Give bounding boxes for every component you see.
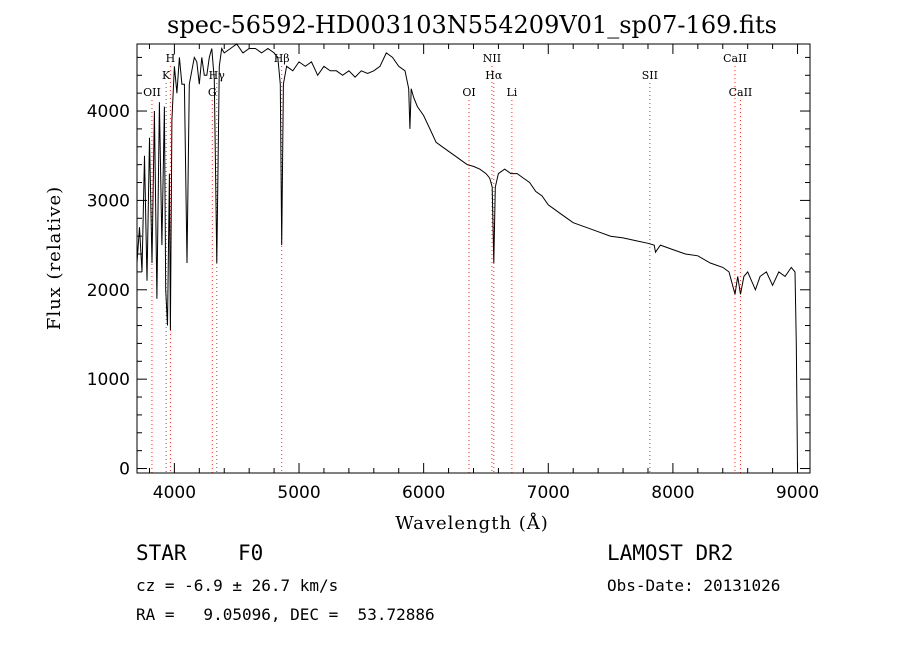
line-marker-label-11: CaII [723,52,747,65]
line-marker-label-5: Hβ [274,52,290,65]
line-marker-label-8: Hα [485,69,503,82]
x-tick-label: 9000 [776,483,819,503]
axis-ticks: 4000 5000 6000 7000 8000 9000 0 1000 2000 3000 400… [87,44,819,503]
chart-title: spec-56592-HD003103N554209V01_sp07-169.f… [167,11,777,39]
x-tick-label: 5000 [277,483,320,503]
x-axis-label: Wavelength (Å) [395,512,549,534]
y-tick-label: 4000 [87,102,130,122]
line-marker-label-3: G [208,86,217,99]
survey-name: LAMOST DR2 [607,541,734,565]
y-tick-label: 3000 [87,191,130,211]
spectral-subclass: F0 [238,541,264,565]
line-marker-label-2: OII [143,86,161,99]
line-marker-label-7: NII [483,52,501,65]
spectrum-series-line [136,43,798,469]
coordinates: RA = 9.05096, DEC = 53.72886 [136,605,435,624]
x-tick-label: 6000 [402,483,445,503]
line-marker-label-6: OI [462,86,475,99]
x-tick-label: 8000 [651,483,694,503]
line-marker-label-4: Hγ [209,69,226,82]
plot-frame [136,43,811,474]
redshift-velocity: cz = -6.9 ± 26.7 km/s [136,576,339,595]
object-type: STAR [136,541,187,565]
line-marker-label-10: SII [642,69,658,82]
y-tick-label: 0 [119,460,130,480]
y-tick-label: 2000 [87,281,130,301]
y-tick-label: 1000 [87,370,130,390]
line-marker-label-1: H [166,52,176,65]
line-marker-label-0: K [162,69,171,82]
x-tick-label: 4000 [153,483,196,503]
line-marker-label-12: CaII [729,86,753,99]
line-marker-label-9: Li [506,86,517,99]
observation-date: Obs-Date: 20131026 [607,576,781,595]
y-axis-label: Flux (relative) [44,186,65,330]
x-tick-label: 7000 [527,483,570,503]
